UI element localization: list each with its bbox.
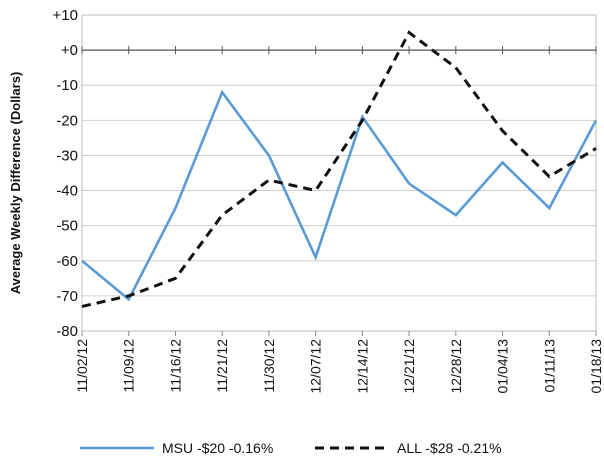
y-tick-label: -60: [56, 253, 78, 270]
x-tick-label: 12/28/12: [448, 339, 464, 394]
series-line-1: [82, 92, 596, 299]
y-axis-title: Average Weekly Difference (Dollars): [8, 72, 23, 295]
x-tick-label: 11/21/12: [214, 339, 230, 393]
y-tick-label: +0: [61, 42, 78, 59]
legend-label-2: ALL -$28 -0.21%: [397, 440, 502, 456]
x-tick-label: 12/07/12: [308, 339, 324, 394]
x-tick-label: 11/09/12: [121, 339, 137, 393]
y-tick-label: -50: [56, 218, 78, 235]
x-tick-label: 11/30/12: [261, 339, 277, 393]
x-tick-labels: 11/02/12 11/09/12 11/16/12 11/21/12 11/30/12…: [74, 339, 604, 394]
y-tick-label: -40: [56, 183, 78, 200]
y-tick-label: +10: [53, 7, 78, 24]
y-tick-label: -70: [56, 288, 78, 305]
y-tick-label: -20: [56, 112, 78, 129]
legend-label-1: MSU -$20 -0.16%: [162, 440, 273, 456]
axes: [82, 15, 596, 336]
x-tick-label: 11/02/12: [74, 339, 90, 393]
y-tick-label: -10: [56, 77, 78, 94]
x-tick-label: 11/16/12: [167, 339, 183, 393]
x-tick-label: 12/21/12: [401, 339, 417, 394]
x-tick-label: 01/11/13: [541, 339, 557, 393]
y-tick-labels: +10 +0 -10 -20 -30 -40 -50 -60 -70 -80: [53, 7, 78, 340]
y-tick-label: -80: [56, 323, 78, 340]
series-lines: [82, 33, 596, 307]
x-tick-label: 01/18/13: [588, 339, 604, 394]
x-tick-label: 12/14/12: [354, 339, 370, 394]
x-tick-label: 01/04/13: [495, 339, 511, 394]
legend: MSU -$20 -0.16% ALL -$28 -0.21%: [80, 440, 502, 456]
series-line-2: [82, 33, 596, 307]
y-tick-label: -30: [56, 147, 78, 164]
